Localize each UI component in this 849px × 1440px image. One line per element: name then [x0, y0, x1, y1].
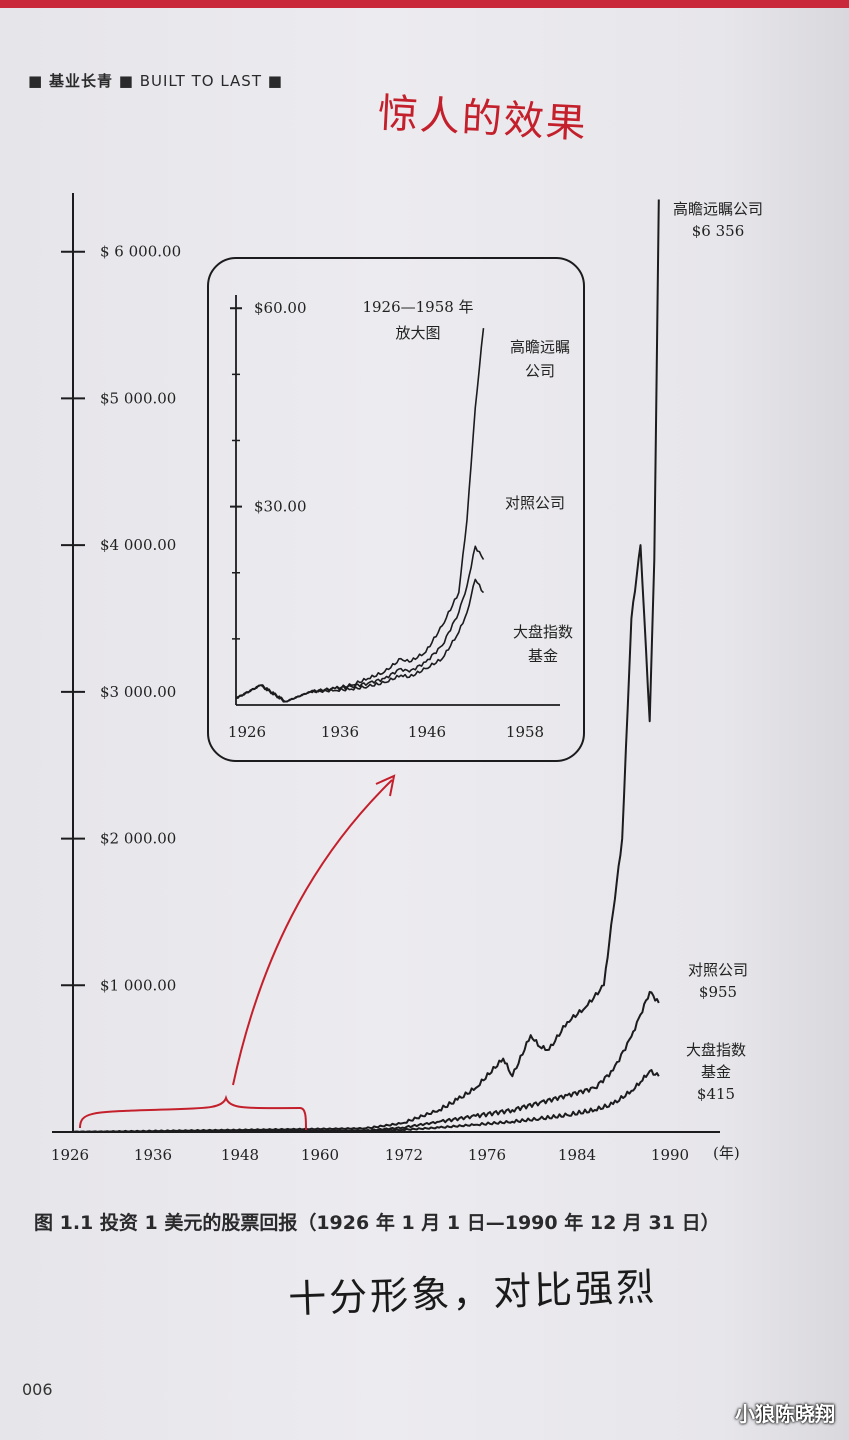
inset-series-label: 高瞻远瞩 [510, 338, 570, 356]
main-x-tick-label: 1976 [468, 1146, 506, 1164]
inset-x-tick-label: 1926 [228, 723, 266, 741]
main-series-label: 大盘指数 [686, 1041, 746, 1059]
main-x-tick-label: 1960 [301, 1146, 339, 1164]
main-x-tick-label: 1990 [651, 1146, 689, 1164]
red-annotation [79, 774, 396, 1131]
main-series-label: $6 356 [692, 222, 745, 240]
x-unit-label: (年) [713, 1144, 740, 1162]
main-y-tick-label: $4 000.00 [100, 536, 176, 554]
inset-y-tick-label: $60.00 [254, 299, 307, 317]
main-series-label: $955 [699, 983, 737, 1001]
main-y-tick-label: $2 000.00 [100, 830, 176, 848]
watermark: 小狼陈晓翔 [735, 1402, 835, 1426]
figure-caption: 图 1.1 投资 1 美元的股票回报（1926 年 1 月 1 日—1990 年… [34, 1212, 720, 1234]
page-number: 006 [22, 1380, 53, 1399]
inset-series-line-2 [235, 545, 485, 703]
running-head-en: BUILT TO LAST [139, 72, 262, 90]
running-head: ■ 基业长青 ■ BUILT TO LAST ■ [28, 72, 283, 90]
inset-chart: $60.00 $30.00 1926 1936 1946 1958 高瞻远瞩公司对照公司… [207, 257, 585, 762]
main-series-label: 对照公司 [688, 961, 748, 979]
red-arrow-line [232, 779, 393, 1086]
main-y-tick-label: $3 000.00 [100, 683, 176, 701]
page-top-edge [0, 0, 849, 8]
inset-series-label: 大盘指数 [513, 623, 573, 641]
inset-y-tick-label: $30.00 [254, 498, 307, 516]
inset-x-tick-label: 1936 [321, 723, 359, 741]
main-chart: $ 6 000.00 $5 000.00 $4 000.00 $3 000.00 $2 … [51, 193, 763, 1164]
main-y-tick-label: $5 000.00 [100, 389, 176, 407]
running-head-cn: 基业长青 [48, 72, 113, 90]
main-x-tick-label: 1936 [134, 1146, 172, 1164]
inset-x-tick-label: 1958 [506, 723, 544, 741]
inset-series-label: 基金 [528, 647, 558, 665]
inset-title: 放大图 [395, 324, 440, 342]
inset-x-tick-label: 1946 [408, 723, 446, 741]
main-series-label: $415 [697, 1085, 735, 1103]
main-x-tick-label: 1948 [221, 1146, 259, 1164]
red-brace [79, 1094, 307, 1131]
inset-series-line-3 [235, 578, 485, 703]
main-series-line-2 [73, 990, 660, 1133]
main-x-tick-label: 1984 [558, 1146, 596, 1164]
inset-title: 1926—1958 年 [362, 298, 473, 316]
main-x-tick-label: 1972 [385, 1146, 423, 1164]
main-series-line-3 [72, 1069, 660, 1133]
main-y-tick-label: $1 000.00 [100, 976, 176, 994]
inset-frame [207, 257, 585, 762]
inset-series-label: 对照公司 [505, 494, 565, 512]
red-arrow-head [375, 774, 396, 797]
main-series-label: 基金 [701, 1063, 731, 1081]
main-series-label: 高瞻远瞩公司 [673, 200, 763, 218]
main-x-tick-label: 1926 [51, 1146, 89, 1164]
inset-series-label: 公司 [525, 362, 555, 380]
main-y-tick-label: $ 6 000.00 [100, 243, 181, 261]
